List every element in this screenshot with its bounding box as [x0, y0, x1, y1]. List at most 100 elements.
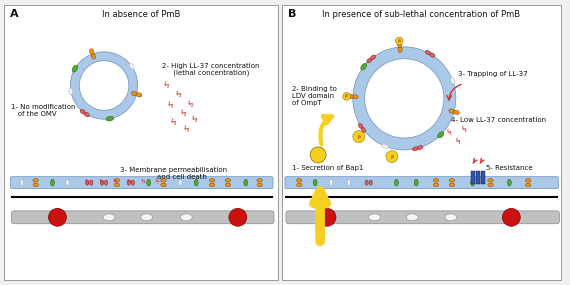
Text: ϟ: ϟ — [169, 118, 177, 128]
Text: ϟ: ϟ — [445, 128, 453, 138]
Text: ϟ: ϟ — [180, 109, 188, 119]
Ellipse shape — [394, 179, 398, 186]
Ellipse shape — [180, 214, 192, 221]
Ellipse shape — [84, 112, 89, 117]
Text: β: β — [398, 39, 401, 43]
Circle shape — [229, 208, 247, 226]
Ellipse shape — [438, 132, 444, 138]
Ellipse shape — [51, 179, 55, 186]
Circle shape — [353, 131, 365, 142]
Text: ϟ: ϟ — [460, 125, 467, 135]
Ellipse shape — [103, 214, 115, 221]
Text: 3- Membrane permeabilisation
        and cell death: 3- Membrane permeabilisation and cell de… — [120, 167, 227, 180]
Text: ϟ: ϟ — [454, 137, 461, 147]
Text: ϟ: ϟ — [112, 178, 118, 185]
Text: ϟ: ϟ — [140, 178, 146, 185]
Ellipse shape — [69, 88, 73, 95]
Ellipse shape — [369, 180, 372, 185]
Ellipse shape — [361, 127, 366, 133]
Ellipse shape — [131, 180, 135, 185]
Ellipse shape — [146, 179, 150, 186]
Ellipse shape — [209, 179, 215, 182]
Text: ϟ: ϟ — [98, 178, 104, 185]
Ellipse shape — [449, 179, 455, 182]
Ellipse shape — [20, 180, 23, 186]
Ellipse shape — [161, 183, 166, 187]
Ellipse shape — [129, 63, 134, 69]
FancyBboxPatch shape — [11, 211, 274, 224]
Ellipse shape — [352, 95, 358, 99]
Ellipse shape — [296, 183, 302, 187]
Ellipse shape — [397, 42, 402, 48]
Ellipse shape — [417, 146, 423, 150]
Ellipse shape — [445, 214, 457, 221]
FancyBboxPatch shape — [282, 5, 561, 280]
Ellipse shape — [296, 179, 302, 182]
Ellipse shape — [161, 179, 166, 182]
Text: ϟ: ϟ — [126, 178, 132, 185]
Ellipse shape — [136, 93, 142, 97]
FancyBboxPatch shape — [285, 177, 559, 189]
Text: 3- Trapping of LL-37: 3- Trapping of LL-37 — [458, 71, 527, 77]
Ellipse shape — [329, 180, 332, 186]
Text: ϟ: ϟ — [190, 115, 198, 125]
Text: β: β — [357, 135, 360, 139]
Circle shape — [318, 208, 336, 226]
Ellipse shape — [488, 183, 493, 187]
Ellipse shape — [114, 183, 120, 187]
Ellipse shape — [33, 183, 38, 187]
Text: ϟ: ϟ — [186, 99, 194, 109]
Text: 4- Low LL-37 concentration: 4- Low LL-37 concentration — [451, 117, 546, 123]
Ellipse shape — [80, 109, 86, 114]
Text: ϟ: ϟ — [182, 125, 190, 135]
Text: ϟ: ϟ — [174, 89, 182, 99]
Ellipse shape — [141, 214, 153, 221]
Ellipse shape — [86, 180, 89, 185]
Circle shape — [396, 37, 403, 45]
Text: ϟ: ϟ — [166, 100, 174, 111]
Ellipse shape — [106, 116, 113, 121]
Text: 2- High LL-37 concentration
     (lethal concentration): 2- High LL-37 concentration (lethal conc… — [161, 63, 259, 76]
Bar — [475, 171, 479, 184]
Ellipse shape — [244, 179, 248, 186]
FancyBboxPatch shape — [286, 211, 559, 224]
Ellipse shape — [451, 78, 455, 84]
FancyBboxPatch shape — [4, 5, 279, 280]
Ellipse shape — [89, 180, 93, 185]
Ellipse shape — [526, 183, 531, 187]
Text: In presence of sub-lethal concentration of PmB: In presence of sub-lethal concentration … — [322, 10, 520, 19]
Ellipse shape — [526, 179, 531, 182]
Text: B: B — [288, 9, 297, 19]
Ellipse shape — [454, 110, 459, 115]
Ellipse shape — [507, 179, 511, 186]
Text: A: A — [10, 9, 19, 19]
Ellipse shape — [382, 144, 388, 148]
Ellipse shape — [369, 214, 381, 221]
Ellipse shape — [365, 180, 368, 185]
Text: ϟ: ϟ — [162, 80, 170, 91]
Circle shape — [310, 147, 326, 163]
Circle shape — [48, 208, 66, 226]
Bar — [481, 171, 484, 184]
Ellipse shape — [194, 179, 198, 186]
Ellipse shape — [429, 53, 435, 57]
Ellipse shape — [313, 179, 317, 186]
Text: ϟ: ϟ — [153, 178, 160, 185]
Ellipse shape — [433, 179, 439, 182]
Ellipse shape — [72, 65, 78, 72]
Ellipse shape — [104, 180, 108, 185]
Ellipse shape — [66, 180, 69, 186]
Ellipse shape — [257, 183, 262, 187]
Ellipse shape — [209, 183, 215, 187]
Ellipse shape — [91, 53, 96, 59]
Text: β: β — [390, 154, 393, 158]
Text: 1- No modification
   of the OMV: 1- No modification of the OMV — [11, 104, 75, 117]
Ellipse shape — [348, 94, 353, 99]
Ellipse shape — [257, 179, 262, 182]
Ellipse shape — [89, 49, 94, 54]
Ellipse shape — [370, 55, 376, 60]
Text: β: β — [345, 94, 348, 98]
Circle shape — [343, 93, 351, 100]
Ellipse shape — [367, 58, 372, 63]
Text: 5- Resistance: 5- Resistance — [486, 165, 532, 171]
